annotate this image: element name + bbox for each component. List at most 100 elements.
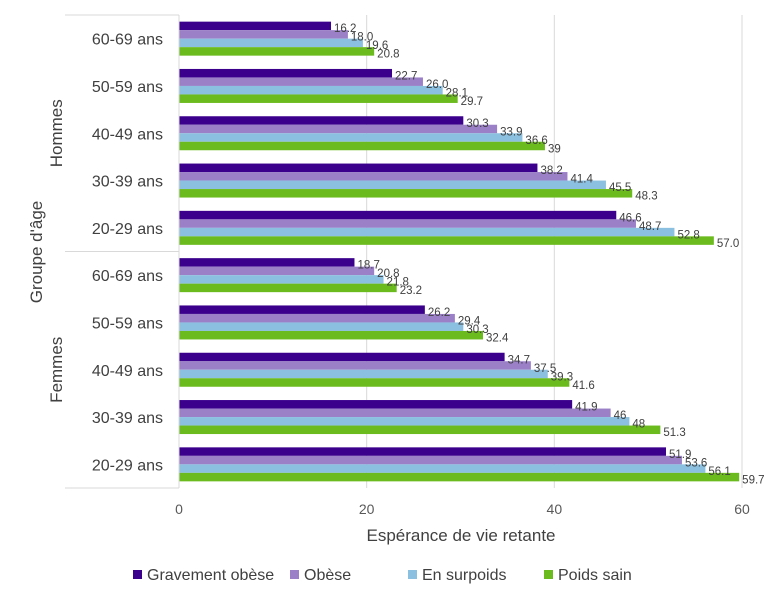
x-axis-title: Espérance de vie retante xyxy=(366,526,555,545)
bar xyxy=(179,447,666,456)
data-label: 39.3 xyxy=(551,371,573,383)
data-label: 29.7 xyxy=(461,96,483,108)
category-label: 20-29 ans xyxy=(92,457,163,474)
data-label: 37.5 xyxy=(534,363,556,375)
bar xyxy=(179,116,464,125)
category-label: 50-59 ans xyxy=(92,315,163,332)
data-label: 41.9 xyxy=(575,402,597,414)
group-label: Hommes xyxy=(47,99,66,167)
bar xyxy=(179,30,348,39)
bar xyxy=(179,141,545,151)
data-label: 33.9 xyxy=(500,126,522,138)
bar xyxy=(179,133,523,142)
bar xyxy=(179,85,443,95)
category-label: 60-69 ans xyxy=(92,32,163,49)
data-label: 28.1 xyxy=(446,87,468,99)
data-label: 34.7 xyxy=(508,354,530,366)
bar xyxy=(179,464,706,473)
group-label: Femmes xyxy=(47,337,66,403)
bar xyxy=(179,258,355,267)
x-tick-label: 20 xyxy=(359,501,375,517)
bar xyxy=(179,378,570,387)
data-label: 18.7 xyxy=(357,260,379,272)
data-label: 41.6 xyxy=(572,380,594,392)
category-label: 40-49 ans xyxy=(92,363,163,380)
data-label: 45.5 xyxy=(609,182,631,194)
legend-swatch xyxy=(408,570,417,579)
data-label: 46 xyxy=(614,410,627,422)
bar xyxy=(179,472,740,482)
legend-label: Poids sain xyxy=(558,567,632,584)
bar xyxy=(179,425,661,435)
bar xyxy=(179,163,538,173)
data-label: 48.7 xyxy=(639,221,661,233)
bar xyxy=(179,180,606,190)
bar xyxy=(179,236,714,245)
data-label: 20.8 xyxy=(377,49,399,61)
category-label: 30-39 ans xyxy=(92,410,163,427)
category-label: 40-49 ans xyxy=(92,126,163,143)
bar xyxy=(179,352,505,362)
bar xyxy=(179,330,484,340)
data-label: 51.3 xyxy=(663,427,685,439)
data-label: 36.6 xyxy=(525,135,547,147)
legend: Gravement obèse Obèse En surpoids Poids sai… xyxy=(133,567,632,584)
data-label: 39 xyxy=(548,143,561,155)
data-label: 20.8 xyxy=(377,268,399,280)
bar xyxy=(179,283,397,293)
data-label: 56.1 xyxy=(708,466,730,478)
data-label: 52.8 xyxy=(677,229,699,241)
bar xyxy=(179,400,573,409)
bars xyxy=(179,21,740,482)
bar xyxy=(179,21,332,31)
data-label: 51.9 xyxy=(669,449,691,461)
bar xyxy=(179,124,498,134)
bar xyxy=(179,417,630,426)
data-labels: 16.218.019.620.822.726.028.129.730.333.9… xyxy=(334,23,765,486)
data-label: 23.2 xyxy=(400,285,422,297)
bar xyxy=(179,361,531,370)
bar xyxy=(179,210,617,220)
data-label: 26.2 xyxy=(428,307,450,319)
legend-swatch xyxy=(544,570,553,579)
legend-label: Obèse xyxy=(304,567,351,584)
data-label: 32.4 xyxy=(486,332,509,344)
bar xyxy=(179,369,548,379)
data-label: 29.4 xyxy=(458,315,481,327)
axes: 0 20 40 60 Hommes 60-69 ans 50-59 ans 40-49 ans… xyxy=(47,14,750,517)
data-label: 38.2 xyxy=(540,165,562,177)
bar xyxy=(179,313,455,323)
bar xyxy=(179,408,611,418)
bar xyxy=(179,322,464,331)
data-label: 16.2 xyxy=(334,23,356,35)
data-label: 53.6 xyxy=(685,457,707,469)
bar xyxy=(179,77,423,86)
bar xyxy=(179,94,458,103)
data-label: 41.4 xyxy=(570,174,593,186)
bar xyxy=(179,38,363,48)
data-label: 46.6 xyxy=(619,212,641,224)
category-label: 30-39 ans xyxy=(92,174,163,191)
bar xyxy=(179,219,636,228)
data-label: 19.6 xyxy=(366,40,388,52)
x-tick-label: 60 xyxy=(734,501,750,517)
legend-label: En surpoids xyxy=(422,567,507,584)
y-axis-title: Groupe d'âge xyxy=(27,201,46,304)
bar xyxy=(179,275,384,284)
data-label: 57.0 xyxy=(717,238,739,250)
category-label: 60-69 ans xyxy=(92,268,163,285)
data-label: 59.7 xyxy=(742,474,764,486)
bar xyxy=(179,227,675,237)
bar xyxy=(179,68,393,78)
legend-label: Gravement obèse xyxy=(147,567,274,584)
data-label: 18.0 xyxy=(351,32,373,44)
bar xyxy=(179,305,425,314)
bar xyxy=(179,455,682,465)
x-tick-label: 0 xyxy=(175,501,183,517)
data-label: 48.3 xyxy=(635,191,657,203)
legend-swatch xyxy=(290,570,299,579)
category-label: 20-29 ans xyxy=(92,221,163,238)
bar xyxy=(179,172,568,181)
data-label: 30.3 xyxy=(466,324,488,336)
